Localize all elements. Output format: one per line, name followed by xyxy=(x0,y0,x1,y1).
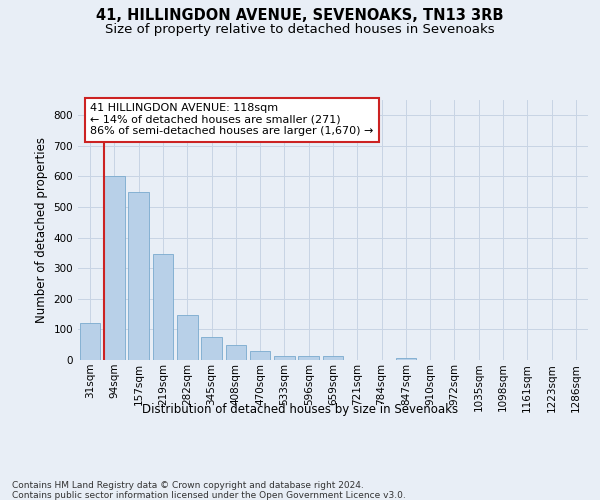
Bar xyxy=(395,358,416,360)
Text: Size of property relative to detached houses in Sevenoaks: Size of property relative to detached ho… xyxy=(105,22,495,36)
Bar xyxy=(323,356,343,360)
Bar xyxy=(152,254,173,360)
Bar xyxy=(128,192,149,360)
Bar xyxy=(274,356,295,360)
Bar xyxy=(177,315,197,360)
Bar xyxy=(80,324,100,360)
Bar xyxy=(201,337,222,360)
Text: 41 HILLINGDON AVENUE: 118sqm
← 14% of detached houses are smaller (271)
86% of s: 41 HILLINGDON AVENUE: 118sqm ← 14% of de… xyxy=(90,103,374,136)
Bar xyxy=(298,356,319,360)
Bar xyxy=(226,344,246,360)
Text: Distribution of detached houses by size in Sevenoaks: Distribution of detached houses by size … xyxy=(142,402,458,415)
Bar xyxy=(104,176,125,360)
Text: Contains HM Land Registry data © Crown copyright and database right 2024.
Contai: Contains HM Land Registry data © Crown c… xyxy=(12,480,406,500)
Bar xyxy=(250,351,271,360)
Y-axis label: Number of detached properties: Number of detached properties xyxy=(35,137,48,323)
Text: 41, HILLINGDON AVENUE, SEVENOAKS, TN13 3RB: 41, HILLINGDON AVENUE, SEVENOAKS, TN13 3… xyxy=(96,8,504,22)
